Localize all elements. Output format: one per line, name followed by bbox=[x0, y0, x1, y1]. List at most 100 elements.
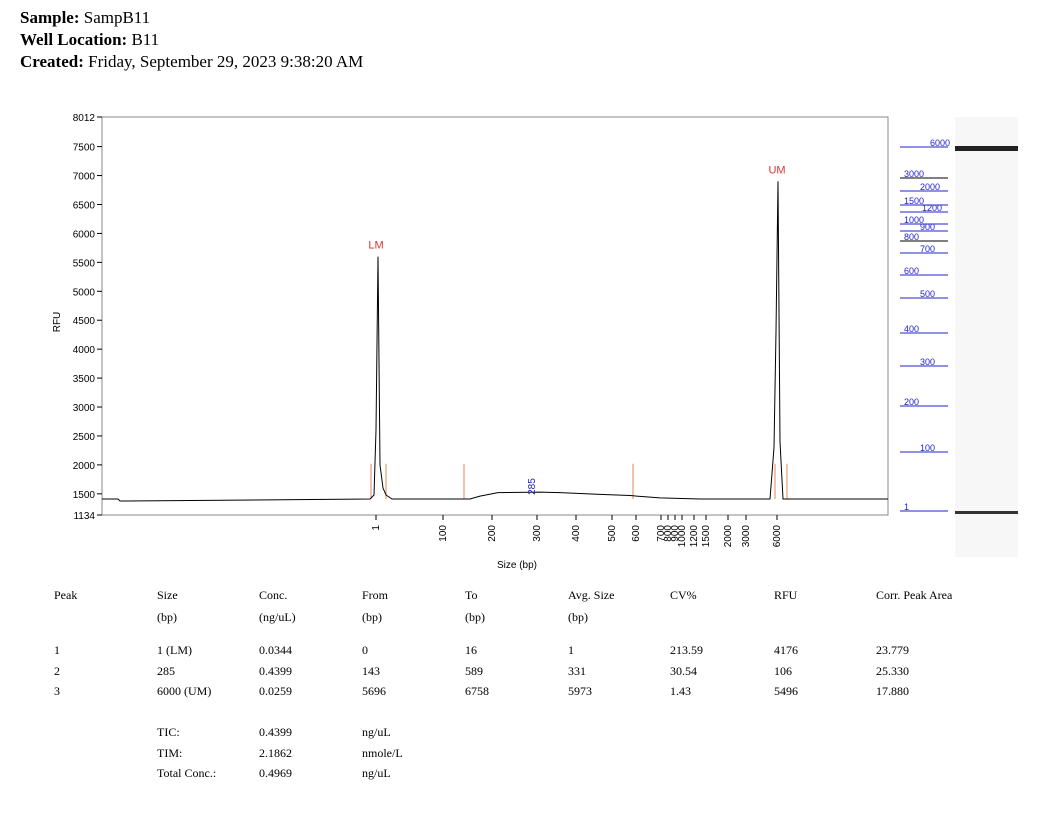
table-cell: 589 bbox=[465, 663, 483, 678]
table-cell: 23.779 bbox=[876, 643, 909, 657]
table-cell: 0.0344 bbox=[259, 643, 292, 657]
table-cell: 106 bbox=[774, 663, 792, 678]
sample-value: SampB11 bbox=[83, 8, 151, 27]
table-cell: 25.330 bbox=[876, 663, 909, 678]
gel-ladder-label: 500 bbox=[920, 289, 935, 299]
table-cell: 331 bbox=[568, 663, 586, 678]
gel-ladder-label: 600 bbox=[904, 266, 919, 276]
x-tick-label: 3000 bbox=[741, 525, 752, 548]
y-tick-label: 6000 bbox=[73, 229, 96, 240]
x-tick-label: 1200 bbox=[689, 525, 700, 548]
x-tick-label: 300 bbox=[532, 525, 543, 542]
x-tick-label: 1 bbox=[371, 525, 382, 531]
gel-ladder-label: 900 bbox=[920, 222, 935, 232]
summary-unit: ng/uL bbox=[362, 725, 391, 739]
y-tick-label: 4500 bbox=[73, 316, 96, 327]
peak-label-285: 285 bbox=[527, 478, 538, 495]
gel-band-upper-marker bbox=[955, 146, 1018, 151]
gel-ladder-label: 6000 bbox=[930, 138, 950, 148]
x-tick-label: 1000 bbox=[677, 525, 688, 548]
y-tick-label: 2500 bbox=[73, 432, 96, 443]
gel-ladder-label: 300 bbox=[920, 357, 935, 367]
table-unit-cell: (bp) bbox=[568, 610, 588, 624]
x-tick-label: 500 bbox=[607, 525, 618, 542]
x-tick-label: 900 bbox=[670, 525, 681, 542]
gel-ladder-label: 1 bbox=[904, 502, 909, 512]
x-tick-label: 700 bbox=[656, 525, 667, 542]
x-tick-label: 400 bbox=[571, 525, 582, 542]
table-unit-cell: (bp) bbox=[362, 610, 382, 624]
table-header-cell: RFU bbox=[774, 588, 798, 602]
y-tick-label: 7000 bbox=[73, 172, 96, 183]
gel-ladder-label: 700 bbox=[920, 244, 935, 254]
y-tick-label: 1134 bbox=[73, 511, 95, 522]
table-cell: 213.59 bbox=[670, 643, 703, 657]
y-tick-label: 3500 bbox=[73, 374, 96, 385]
table-cell: 0 bbox=[362, 643, 368, 657]
gel-ladder-label: 200 bbox=[904, 397, 919, 407]
y-tick-label: 3000 bbox=[73, 403, 96, 414]
table-unit-cell: (bp) bbox=[465, 610, 485, 624]
table-cell: 143 bbox=[362, 663, 380, 678]
table-unit-cell: (ng/uL) bbox=[259, 610, 296, 624]
gel-lane bbox=[955, 117, 1018, 557]
table-header-cell: To bbox=[465, 588, 478, 602]
well-line: Well Location: B11 bbox=[20, 29, 159, 51]
x-tick-label: 2000 bbox=[723, 525, 734, 548]
peak-label-lm: LM bbox=[368, 240, 383, 252]
summary-label: TIM: bbox=[157, 745, 183, 760]
table-unit-cell: (bp) bbox=[157, 610, 177, 624]
well-value: B11 bbox=[131, 30, 160, 49]
summary-unit: nmole/L bbox=[362, 745, 403, 760]
plot-frame bbox=[101, 116, 889, 516]
gel-band-lower-marker bbox=[955, 511, 1018, 514]
table-cell: 285 bbox=[157, 663, 175, 678]
table-cell: 5496 bbox=[774, 684, 798, 698]
table-cell: 6000 (UM) bbox=[157, 684, 212, 698]
gel-ladder-label: 3000 bbox=[904, 169, 924, 179]
y-axis-title: RFU bbox=[52, 312, 63, 333]
well-label: Well Location: bbox=[20, 30, 128, 49]
created-line: Created: Friday, September 29, 2023 9:38… bbox=[20, 51, 363, 73]
table-cell: 16 bbox=[465, 643, 477, 657]
summary-value: 2.1862 bbox=[259, 745, 292, 760]
y-tick-label: 6500 bbox=[73, 200, 96, 211]
gel-ladder-label: 800 bbox=[904, 232, 919, 242]
gel-ladder-label: 2000 bbox=[920, 182, 940, 192]
rfu-trace bbox=[102, 181, 888, 502]
table-cell: 3 bbox=[54, 684, 60, 698]
created-value: Friday, September 29, 2023 9:38:20 AM bbox=[88, 52, 364, 71]
summary-value: 0.4969 bbox=[259, 766, 292, 780]
y-tick-label: 1500 bbox=[73, 490, 96, 501]
summary-unit: ng/uL bbox=[362, 766, 391, 780]
y-tick-label: 4000 bbox=[73, 345, 96, 356]
y-tick-label: 8012 bbox=[73, 113, 96, 124]
y-tick-label: 5000 bbox=[73, 287, 96, 298]
table-header-cell: Corr. Peak Area bbox=[876, 588, 953, 602]
gel-ladder-label: 100 bbox=[920, 443, 935, 453]
peak-label-um: UM bbox=[768, 164, 785, 176]
table-cell: 1.43 bbox=[670, 684, 691, 698]
gel-ladder-label: 1200 bbox=[922, 203, 942, 213]
table-header-cell: Size bbox=[157, 588, 178, 602]
table-header-cell: Conc. bbox=[259, 588, 288, 602]
gel-ladder-label: 1000 bbox=[904, 215, 924, 225]
gel-ladder-label: 400 bbox=[904, 324, 919, 334]
gel-ladder-label: 1500 bbox=[904, 196, 924, 206]
table-header-cell: Avg. Size bbox=[568, 588, 615, 602]
table-cell: 0.0259 bbox=[259, 684, 292, 698]
x-tick-label: 200 bbox=[487, 525, 498, 542]
x-tick-label: 800 bbox=[663, 525, 674, 542]
table-cell: 1 (LM) bbox=[157, 643, 192, 657]
table-header-cell: CV% bbox=[670, 588, 697, 602]
sample-label: Sample: bbox=[20, 8, 80, 27]
table-header-cell: Peak bbox=[54, 588, 78, 602]
electropherogram-chart: 1134150020002500300035004000450050005500… bbox=[52, 113, 1018, 571]
table-cell: 30.54 bbox=[670, 663, 697, 678]
x-tick-label: 600 bbox=[631, 525, 642, 542]
y-tick-label: 5500 bbox=[73, 258, 96, 269]
created-label: Created: bbox=[20, 52, 84, 71]
table-cell: 4176 bbox=[774, 643, 798, 657]
summary-label: TIC: bbox=[157, 725, 180, 739]
x-tick-label: 1500 bbox=[701, 525, 712, 548]
